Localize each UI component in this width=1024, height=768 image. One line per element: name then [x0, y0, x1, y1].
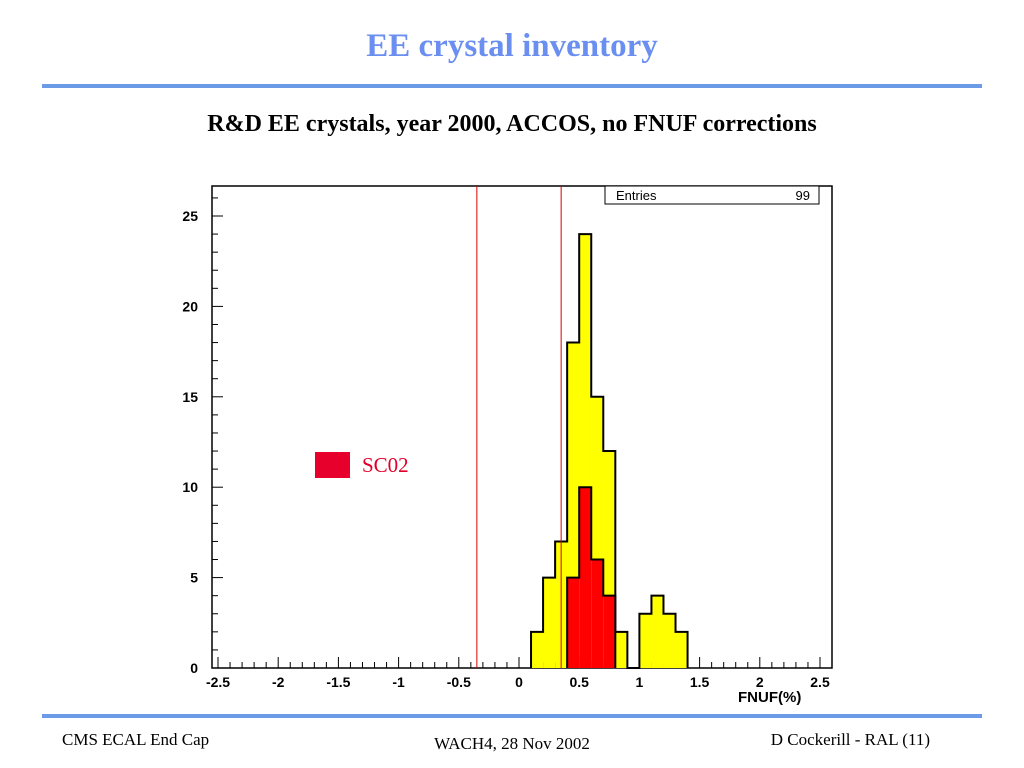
x-tick-label: 1.5 — [690, 674, 710, 690]
footer-right: D Cockerill - RAL (11) — [770, 730, 930, 749]
y-tick-label: 5 — [190, 570, 198, 586]
histogram-bar-all — [543, 577, 556, 668]
stats-box — [604, 185, 820, 205]
histogram-bar-all — [675, 631, 688, 668]
x-tick-label: 2.5 — [810, 674, 830, 690]
histogram-bar-all — [615, 631, 628, 668]
histogram-bar-sc02 — [591, 559, 604, 668]
x-tick-label: -2 — [272, 674, 285, 690]
legend-label-sc02: SC02 — [362, 453, 409, 477]
x-axis-title: FNUF(%) — [738, 689, 801, 706]
legend-swatch-sc02 — [315, 452, 350, 478]
y-tick-label: 20 — [182, 298, 198, 314]
x-tick-label: -0.5 — [447, 674, 471, 690]
slide-title: EE crystal inventory — [366, 28, 658, 64]
slide-subtitle: R&D EE crystals, year 2000, ACCOS, no FN… — [207, 111, 817, 137]
histogram-outline-all — [530, 233, 689, 669]
y-tick-label: 10 — [182, 479, 198, 495]
y-tick-label: 0 — [190, 660, 198, 676]
histogram-outline-sc02 — [566, 486, 617, 668]
y-tick-label: 25 — [182, 208, 198, 224]
histogram-bar-all — [531, 631, 544, 668]
x-tick-label: 0.5 — [569, 674, 589, 690]
x-tick-label: -1.5 — [326, 674, 350, 690]
x-tick-label: -1 — [392, 674, 405, 690]
stats-entries-value: 99 — [796, 188, 810, 203]
histogram-bar-sc02 — [567, 577, 580, 668]
title-divider — [42, 84, 982, 88]
histogram-bar-sc02 — [603, 595, 616, 668]
histogram-bar-sc02 — [579, 487, 592, 668]
x-tick-label: 2 — [756, 674, 764, 690]
histogram-bar-all — [651, 595, 664, 668]
x-tick-label: -2.5 — [206, 674, 230, 690]
histogram-bar-all — [663, 613, 676, 668]
stats-entries-label: Entries — [616, 188, 657, 203]
footer-center: WACH4, 28 Nov 2002 — [434, 734, 590, 753]
footer-divider — [42, 714, 982, 718]
x-tick-label: 1 — [636, 674, 644, 690]
footer-left: CMS ECAL End Cap — [62, 730, 210, 749]
plot-frame — [211, 185, 833, 669]
x-tick-label: 0 — [515, 674, 523, 690]
histogram-bar-all — [639, 613, 652, 668]
y-tick-label: 15 — [182, 389, 198, 405]
